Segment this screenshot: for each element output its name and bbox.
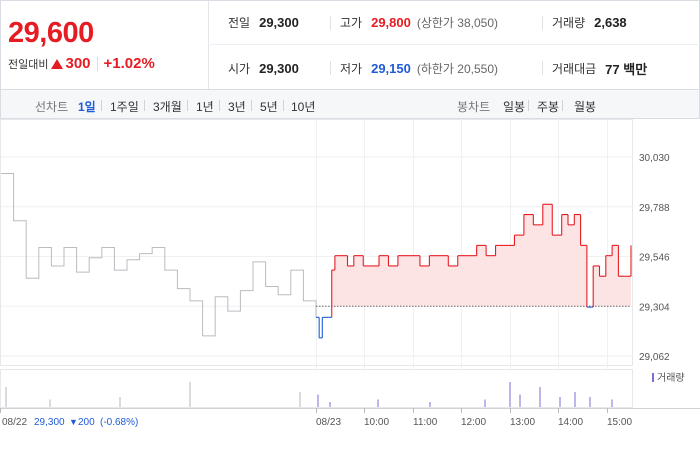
x-tick-label: 14:00 [558, 417, 583, 428]
divider [542, 61, 543, 75]
current-price: 29,600 [8, 17, 94, 49]
stat-label: 시가 [228, 61, 251, 76]
change-rate: +1.02% [103, 55, 155, 72]
candle-weekly-button[interactable]: 주봉 [537, 100, 560, 114]
x-tick-label: 15:00 [607, 417, 632, 428]
quote-summary: 29,600 전일대비 300 +1.02% 전일 29,300 고가 29,8… [0, 0, 700, 90]
divider [251, 100, 252, 111]
chart-toolbar: 선차트 1일 1주일 3개월 1년 3년 5년 10년 봉차트 일봉 주봉 월봉 [0, 89, 700, 119]
volume-panel [0, 369, 633, 408]
prev-day-caption: 29,300 ▼ 200 (-0.68%) [34, 417, 138, 428]
y-tick-label: 29,062 [639, 352, 670, 363]
stat-trade-amount: 거래대금 77 백만 [552, 59, 647, 78]
period-3m-button[interactable]: 3개월 [153, 100, 182, 114]
candle-daily-button[interactable]: 일봉 [503, 100, 526, 114]
candle-chart-label: 봉차트 [457, 100, 491, 114]
period-1w-button[interactable]: 1주일 [110, 100, 139, 114]
stat-value: 29,300 [259, 60, 299, 76]
x-tick-label: 13:00 [510, 417, 535, 428]
divider [330, 61, 331, 75]
caption-price: 29,300 [34, 417, 65, 428]
stat-value: 29,150 [371, 60, 411, 76]
divider [101, 100, 102, 111]
change-label: 전일대비 [8, 58, 49, 71]
volume-legend-swatch [652, 373, 654, 382]
period-3y-button[interactable]: 3년 [228, 100, 246, 114]
stat-sub: (하한가 20,550) [416, 61, 499, 76]
volume-bars [5, 382, 613, 407]
stat-value: 29,800 [371, 15, 411, 30]
x-axis-labels: 08/22 08/23 10:00 11:00 12:00 13:00 14:00 15:00 [0, 408, 632, 428]
divider [187, 100, 188, 111]
caption-rate: (-0.68%) [100, 417, 138, 428]
x-tick-label: 08/22 [2, 417, 27, 428]
stat-value: 77 백만 [605, 61, 648, 77]
y-tick-label: 29,304 [639, 302, 670, 313]
divider [528, 100, 529, 111]
series-layer [1, 172, 632, 339]
volume-legend: 거래량 [657, 372, 685, 384]
x-tick-label: 10:00 [364, 417, 389, 428]
stats-row-2: 시가 29,300 저가 29,150 (하한가 20,550) 거래대금 77… [210, 46, 700, 90]
stat-high: 고가 29,800 (상한가 38,050) [340, 14, 498, 31]
period-5y-button[interactable]: 5년 [260, 100, 278, 114]
caption-arrow: ▼ [69, 417, 78, 427]
line-chart-label: 선차트 [35, 100, 69, 114]
caption-change: 200 [78, 417, 95, 428]
chart-canvas: 30,030 29,788 29,546 29,304 29,062 거래량 08/22… [0, 119, 700, 428]
divider [219, 100, 220, 111]
stat-label: 고가 [340, 16, 363, 30]
y-axis-labels: 30,030 29,788 29,546 29,304 29,062 [639, 153, 670, 363]
divider [542, 16, 543, 30]
stat-label: 거래량 [552, 16, 586, 30]
y-tick-label: 29,546 [639, 253, 670, 264]
stat-label: 저가 [340, 61, 363, 76]
divider [96, 56, 98, 71]
series-area-today [331, 204, 631, 307]
stat-label: 전일 [228, 16, 251, 30]
stat-low: 저가 29,150 (하한가 20,550) [340, 60, 498, 77]
change-value: 300 [65, 55, 91, 72]
price-chart: 30,030 29,788 29,546 29,304 29,062 거래량 08/22… [0, 119, 700, 450]
stat-open: 시가 29,300 [228, 60, 299, 77]
y-tick-label: 30,030 [639, 153, 670, 164]
stat-prev-close: 전일 29,300 [228, 14, 299, 31]
stat-volume: 거래량 2,638 [552, 14, 627, 31]
x-tick-label: 08/23 [316, 417, 341, 428]
x-tick-label: 12:00 [461, 417, 486, 428]
series-line-prev-day [1, 172, 317, 337]
period-1d-button[interactable]: 1일 [78, 100, 96, 114]
stats-panel: 전일 29,300 고가 29,800 (상한가 38,050) 거래량 2,6… [210, 1, 700, 90]
x-tick-label: 11:00 [413, 417, 438, 428]
stat-label: 거래대금 [552, 61, 597, 76]
stat-sub: (상한가 38,050) [416, 16, 499, 30]
divider [330, 16, 331, 30]
change-row: 전일대비 300 +1.02% [8, 55, 155, 72]
period-10y-button[interactable]: 10년 [291, 100, 316, 114]
stats-row-1: 전일 29,300 고가 29,800 (상한가 38,050) 거래량 2,6… [210, 1, 700, 45]
divider [562, 100, 563, 111]
triangle-up-icon [51, 58, 64, 69]
price-box: 29,600 전일대비 300 +1.02% [1, 1, 209, 90]
stat-value: 2,638 [594, 15, 627, 30]
divider [283, 100, 284, 111]
y-tick-label: 29,788 [639, 203, 670, 214]
divider [144, 100, 145, 111]
candle-monthly-button[interactable]: 월봉 [574, 100, 597, 114]
period-1y-button[interactable]: 1년 [196, 100, 214, 114]
stat-value: 29,300 [259, 15, 299, 30]
